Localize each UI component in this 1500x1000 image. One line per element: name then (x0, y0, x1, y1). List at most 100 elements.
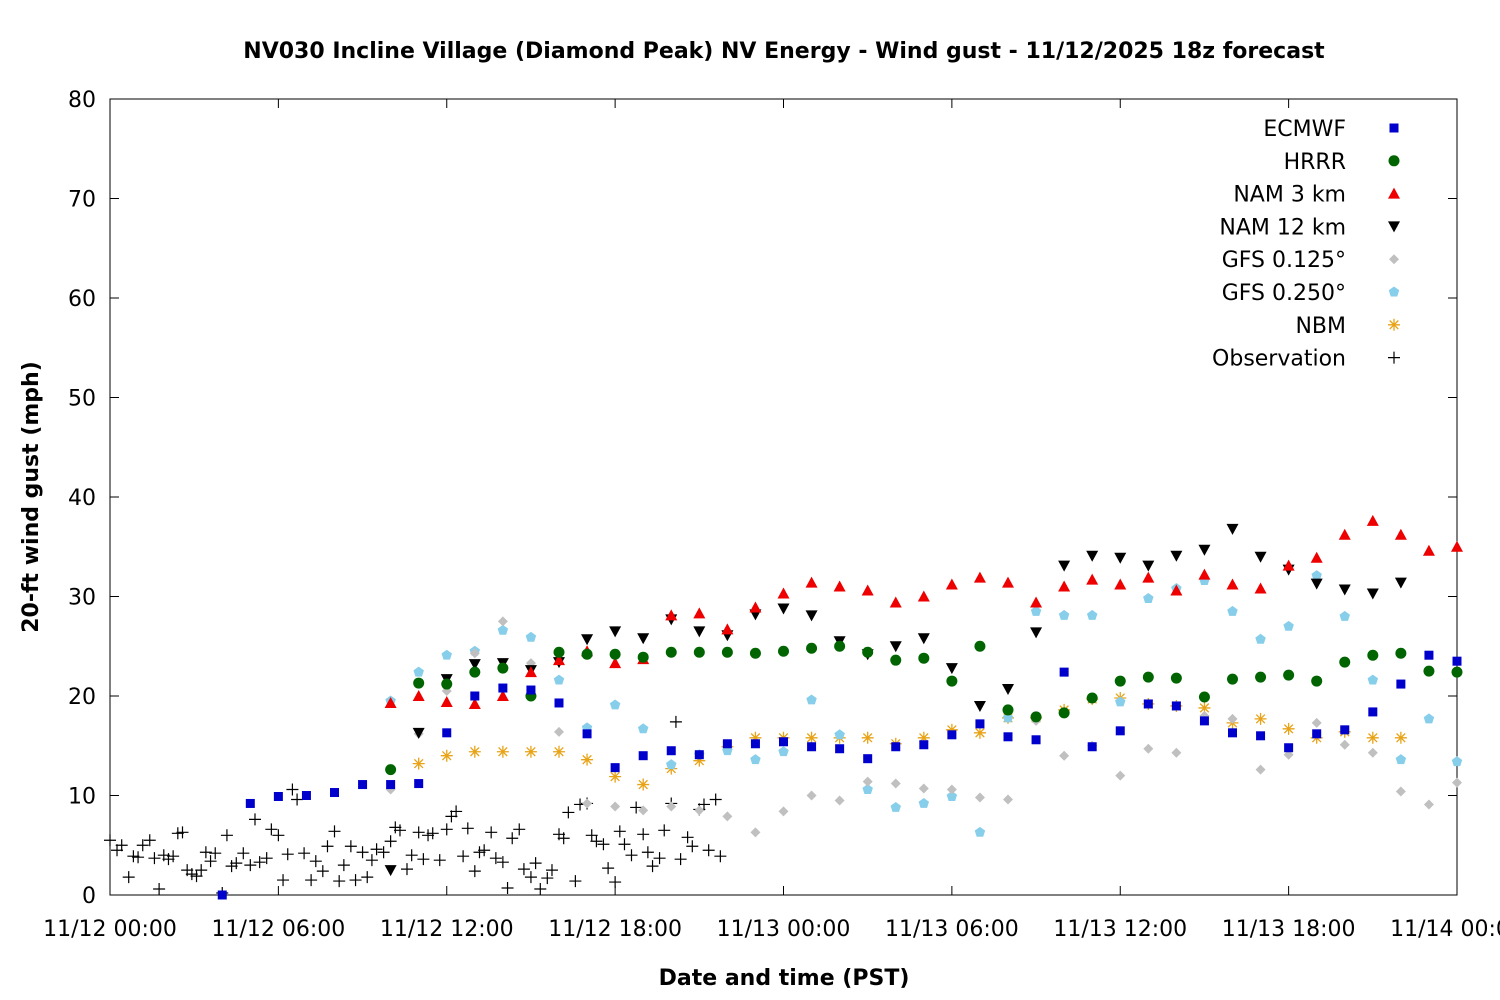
point-ecmwf (694, 750, 704, 760)
y-tick-label: 40 (68, 486, 96, 511)
point-nam-3-km (917, 590, 930, 602)
point-observation (412, 826, 425, 839)
point-ecmwf (1340, 725, 1350, 735)
point-gfs-0-125 (750, 827, 761, 838)
point-gfs-0-250 (834, 729, 845, 740)
series-nam-12-km (384, 523, 1407, 877)
point-ecmwf (386, 780, 396, 790)
point-hrrr (497, 662, 509, 674)
point-nbm (1198, 701, 1211, 714)
point-observation (253, 856, 266, 869)
point-ecmwf (554, 698, 564, 708)
point-nbm (440, 749, 453, 762)
point-observation (496, 856, 509, 869)
point-nam-12-km (609, 626, 622, 638)
point-gfs-0-250 (778, 746, 789, 757)
series-hrrr (385, 640, 1463, 776)
point-hrrr (609, 648, 621, 660)
point-observation (534, 883, 547, 896)
point-observation (653, 852, 666, 865)
point-observation (697, 798, 710, 811)
point-gfs-0-250 (497, 624, 509, 635)
point-gfs-0-250 (1311, 570, 1322, 581)
point-nam-12-km (805, 610, 818, 622)
point-observation (377, 846, 390, 859)
point-ecmwf (1143, 699, 1153, 709)
point-nam-3-km (440, 695, 453, 707)
point-observation (445, 810, 458, 823)
point-gfs-0-125 (1395, 786, 1406, 797)
point-ecmwf (1059, 667, 1069, 677)
point-observation (337, 859, 350, 872)
point-gfs-0-125 (554, 726, 564, 737)
point-nam-3-km (553, 654, 565, 666)
point-observation (506, 832, 519, 845)
legend-marker-observation (1388, 351, 1400, 364)
point-nam-3-km (1451, 540, 1463, 552)
point-nbm (917, 731, 930, 744)
point-ecmwf (1396, 679, 1406, 689)
point-nam-12-km (777, 603, 790, 615)
point-hrrr (1283, 669, 1295, 681)
point-nam-3-km (609, 657, 622, 669)
point-hrrr (693, 646, 705, 658)
point-ecmwf (666, 746, 676, 756)
legend-marker-nbm (1388, 318, 1400, 331)
point-ecmwf (975, 719, 985, 729)
point-ecmwf (1452, 656, 1462, 666)
point-nam-12-km (384, 865, 397, 877)
x-tick-label: 11/13 18:00 (1222, 917, 1356, 942)
point-observation (569, 875, 582, 888)
point-gfs-0-250 (1451, 756, 1463, 767)
point-observation (176, 826, 189, 839)
y-tick-label: 30 (68, 586, 96, 611)
point-observation (426, 827, 439, 840)
point-nam-12-km (1086, 550, 1099, 562)
point-ecmwf (1199, 716, 1209, 726)
point-observation (686, 840, 699, 853)
point-nam-12-km (1142, 560, 1155, 572)
point-nbm (468, 745, 481, 758)
point-observation (143, 834, 156, 847)
point-gfs-0-250 (1058, 609, 1070, 620)
point-nam-3-km (1282, 559, 1295, 571)
point-observation (286, 783, 299, 796)
point-nam-3-km (945, 578, 958, 590)
point-hrrr (1142, 671, 1154, 683)
point-observation (597, 838, 610, 851)
point-nam-12-km (945, 663, 958, 675)
point-hrrr (806, 642, 818, 654)
point-nam-12-km (581, 634, 594, 646)
point-ecmwf (414, 779, 424, 789)
point-ecmwf (330, 788, 339, 798)
point-nam-12-km (1366, 588, 1379, 600)
point-hrrr (862, 646, 874, 658)
point-gfs-0-125 (806, 790, 817, 801)
point-gfs-0-125 (1311, 717, 1322, 728)
point-observation (265, 823, 278, 836)
point-observation (148, 852, 161, 865)
point-observation (272, 829, 285, 842)
point-observation (646, 860, 659, 873)
legend-marker-ecmwf (1389, 123, 1399, 133)
point-ecmwf (1031, 735, 1041, 745)
point-observation (457, 850, 470, 863)
point-nbm (412, 757, 425, 770)
point-observation (305, 874, 318, 887)
point-gfs-0-125 (974, 792, 985, 803)
point-nam-3-km (861, 584, 874, 596)
x-tick-label: 11/12 00:00 (43, 917, 177, 942)
point-gfs-0-250 (918, 797, 930, 808)
point-nbm (749, 731, 762, 744)
point-nam-3-km (1142, 571, 1155, 583)
legend-label-gfs-0-250: GFS 0.250° (1222, 281, 1346, 306)
point-gfs-0-125 (1255, 764, 1266, 775)
point-gfs-0-125 (862, 776, 873, 787)
point-hrrr (413, 677, 425, 689)
point-gfs-0-125 (722, 811, 733, 822)
point-observation (669, 715, 682, 728)
point-nam-3-km (777, 587, 790, 599)
point-hrrr (1058, 707, 1070, 719)
point-gfs-0-250 (1339, 610, 1350, 621)
point-gfs-0-250 (1395, 754, 1407, 765)
